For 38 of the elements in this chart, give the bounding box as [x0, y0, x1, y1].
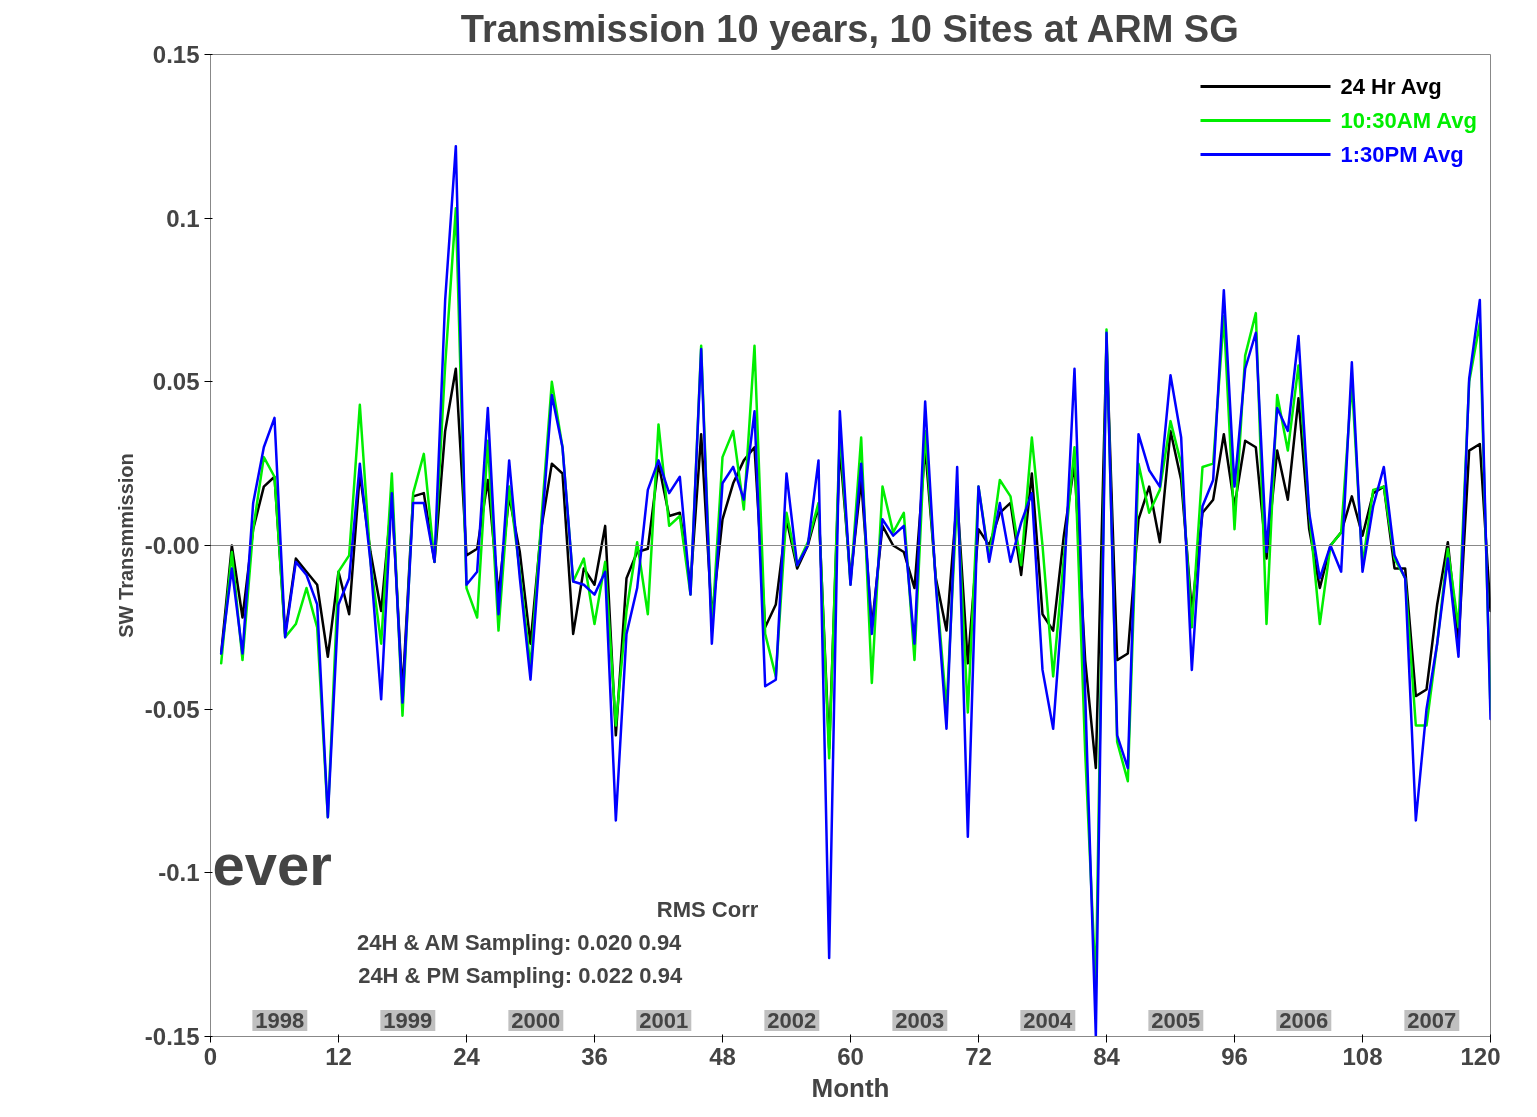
- x-tick-label: 96: [1221, 1042, 1248, 1070]
- x-tick-label: 0: [203, 1042, 218, 1070]
- text: 24 Hr Avg: [1340, 74, 1442, 99]
- x-tick-label: 72: [965, 1042, 992, 1070]
- x-tick-label: 84: [1093, 1042, 1121, 1070]
- y-tick-label: -0.00: [144, 532, 200, 559]
- text: 10:30AM Avg: [1340, 108, 1478, 133]
- annotation: 1999: [383, 1008, 433, 1033]
- annotation: 24H & AM Sampling: 0.020 0.94: [356, 929, 683, 955]
- x-tick-label: 12: [325, 1042, 352, 1070]
- y-tick-label: -0.05: [144, 695, 200, 723]
- annotation: 2003: [895, 1008, 945, 1033]
- annotation: 2006: [1279, 1008, 1329, 1033]
- y-tick-label: 0.15: [152, 41, 200, 68]
- y-tick-label: 0.1: [166, 204, 200, 232]
- x-tick-label: 48: [709, 1042, 736, 1070]
- x-tick-label: 24: [453, 1042, 481, 1070]
- annotation: ever: [212, 831, 332, 897]
- annotation: 24H & PM Sampling: 0.022 0.94: [358, 962, 683, 988]
- x-tick-label: 60: [837, 1042, 864, 1070]
- annotation: 2001: [639, 1008, 689, 1033]
- y-tick-label: -0.15: [144, 1023, 200, 1050]
- x-tick-label: 120: [1460, 1042, 1501, 1070]
- y-tick-label: -0.1: [158, 859, 200, 887]
- x-axis-title: Month: [811, 1072, 890, 1103]
- annotation: RMS Corr: [656, 896, 759, 922]
- annotation: 1998: [255, 1008, 305, 1033]
- x-tick-label: 36: [581, 1042, 608, 1070]
- x-tick-label: 108: [1342, 1042, 1383, 1070]
- annotation: 2000: [511, 1008, 561, 1033]
- annotation: 2004: [1023, 1008, 1074, 1033]
- text: 1:30PM Avg: [1340, 142, 1464, 167]
- annotation: 2005: [1151, 1008, 1201, 1033]
- annotation: 2007: [1407, 1008, 1457, 1033]
- y-axis-title: SW Transmmission: [114, 453, 137, 638]
- annotation: 2002: [767, 1008, 817, 1033]
- y-tick-label: 0.05: [152, 368, 200, 396]
- chart-title: Transmission 10 years, 10 Sites at ARM SG: [460, 7, 1239, 50]
